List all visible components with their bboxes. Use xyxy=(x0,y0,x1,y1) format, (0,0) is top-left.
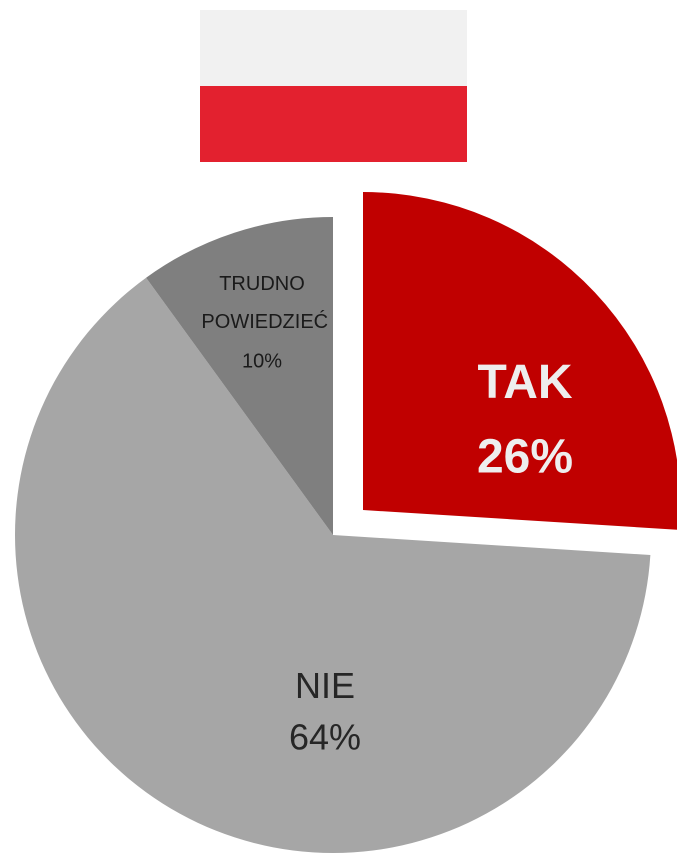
pie-slice xyxy=(14,277,651,853)
slice-value-label: 10% xyxy=(242,350,282,372)
flag xyxy=(200,10,467,162)
label-line: POWIEDZIEĆ xyxy=(196,310,328,333)
slice-value-label: 26% xyxy=(477,431,573,484)
slice-category-label: TRUDNO POWIEDZIEĆ xyxy=(196,273,328,333)
flag-white xyxy=(200,10,467,86)
pie-slice xyxy=(363,192,677,530)
slice-category-label: NIE xyxy=(295,665,355,706)
label-line: TAK xyxy=(477,356,572,409)
pie-slice xyxy=(146,217,333,535)
flag-red xyxy=(200,86,467,162)
slice-value-label: 64% xyxy=(289,717,361,758)
label-line: NIE xyxy=(295,665,355,706)
label-line: TRUDNO xyxy=(219,273,305,295)
slice-category-label: TAK xyxy=(477,356,572,409)
